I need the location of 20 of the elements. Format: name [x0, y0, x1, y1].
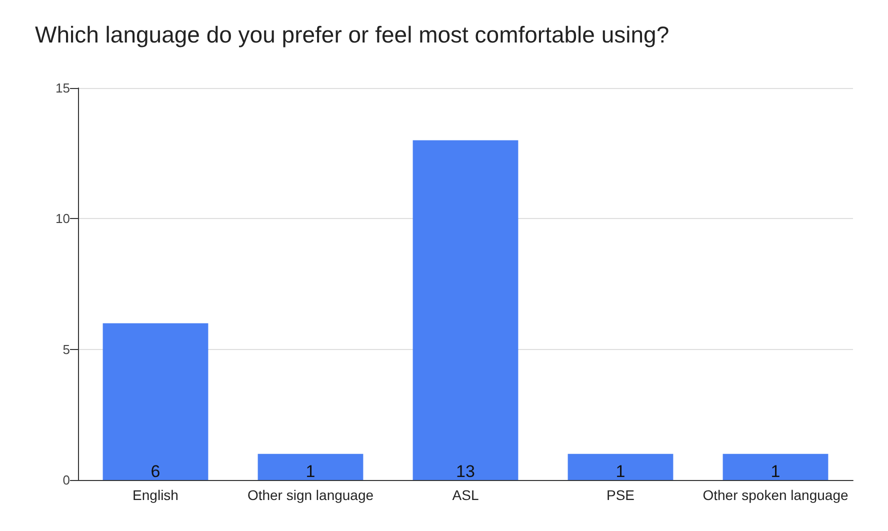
bar — [412, 140, 518, 480]
chart-title: Which language do you prefer or feel most comfortable using? — [35, 22, 670, 48]
bar — [568, 454, 674, 480]
x-tick-label: Other sign language — [247, 487, 374, 503]
x-tick-label: ASL — [452, 487, 479, 503]
x-tick-label: PSE — [606, 487, 635, 503]
data-label: 6 — [150, 462, 160, 481]
y-tick-label: 0 — [62, 472, 70, 488]
bar — [722, 454, 828, 480]
bar — [102, 323, 208, 480]
data-label: 1 — [306, 462, 316, 481]
y-tick-label: 5 — [62, 342, 70, 357]
y-tick-label: 15 — [56, 80, 70, 96]
data-label: 1 — [770, 462, 780, 481]
x-tick-label: English — [132, 487, 178, 503]
data-label: 13 — [456, 462, 475, 481]
y-tick-label: 10 — [56, 211, 70, 226]
data-label: 1 — [616, 462, 626, 481]
x-tick-label: Other spoken language — [702, 487, 848, 503]
bar — [258, 454, 364, 480]
